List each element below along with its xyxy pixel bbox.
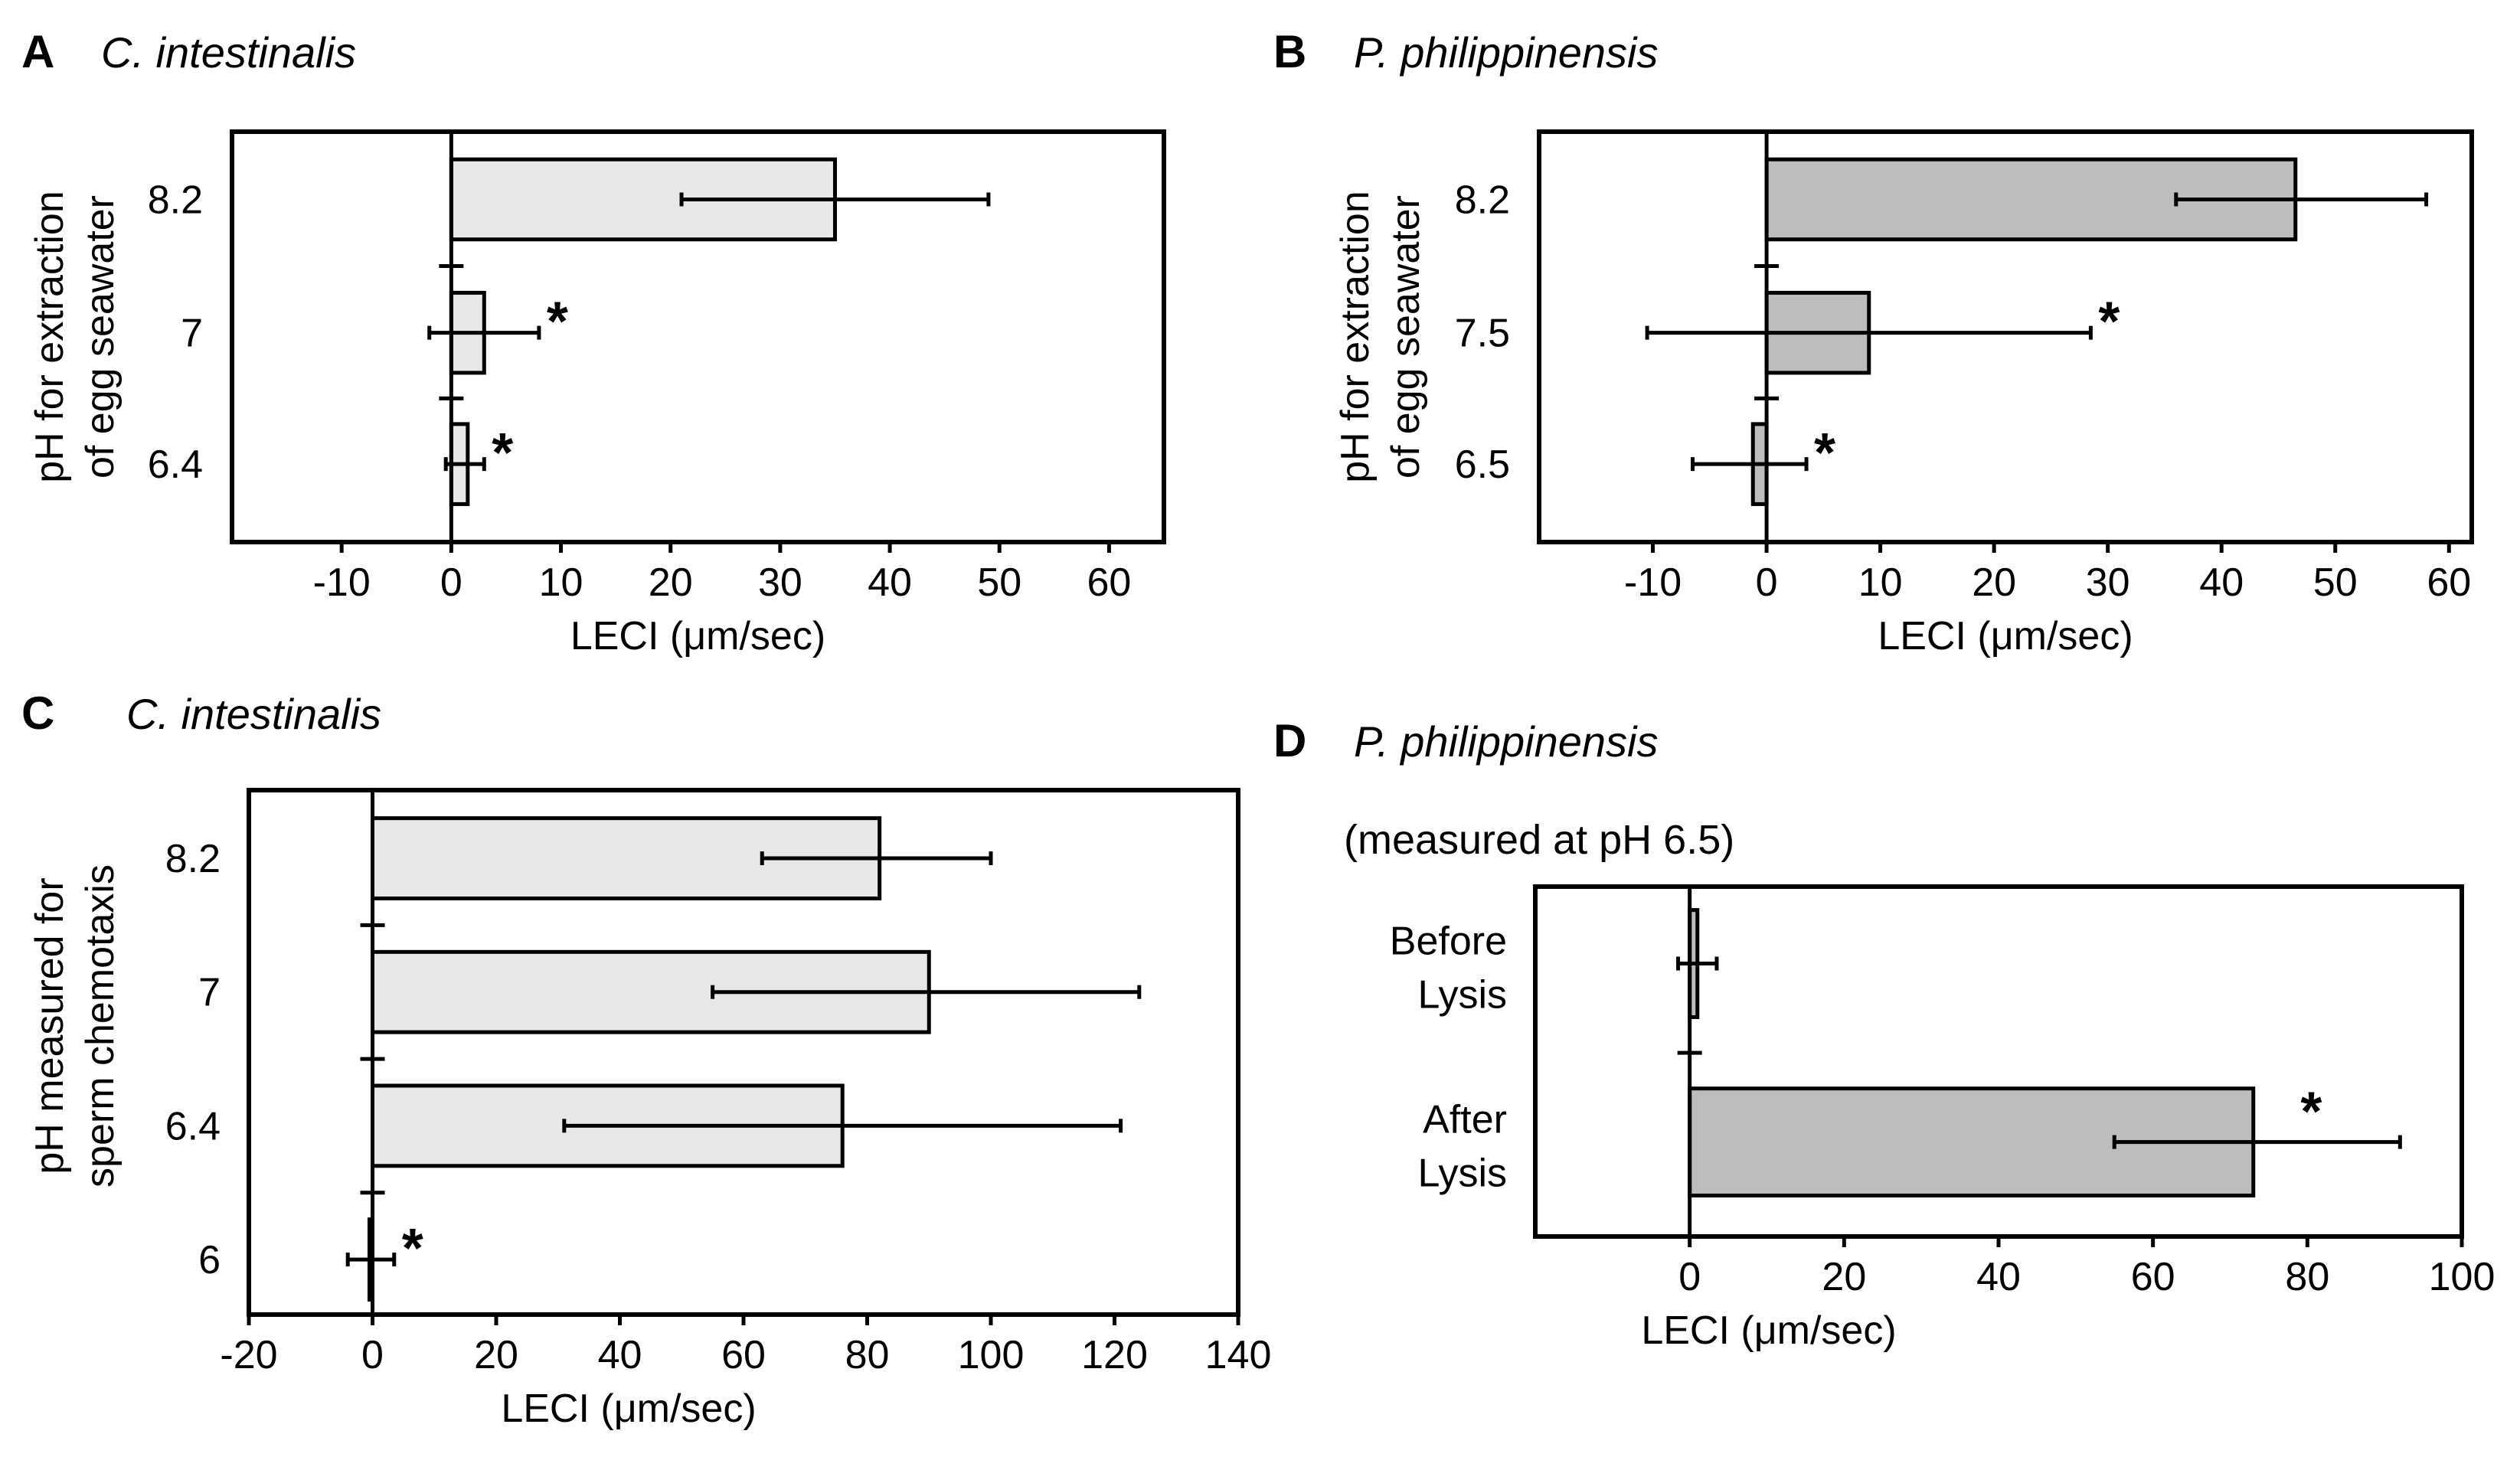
x-tick-label: 20 bbox=[1822, 1255, 1866, 1299]
x-tick-label: 80 bbox=[2285, 1255, 2329, 1299]
y-axis-label-line: pH for extraction bbox=[1333, 191, 1378, 483]
x-tick-label: 10 bbox=[539, 560, 583, 605]
panel-title: P. philippinensis bbox=[1354, 28, 1658, 77]
category-label: 8.2 bbox=[1455, 178, 1510, 222]
x-tick-label: 120 bbox=[1081, 1333, 1148, 1377]
x-tick-label: 40 bbox=[868, 560, 912, 605]
x-axis-label: LECI (μm/sec) bbox=[501, 1387, 756, 1431]
x-tick-label: 100 bbox=[2429, 1255, 2495, 1299]
category-label: 6.4 bbox=[165, 1104, 221, 1148]
x-tick-label: 40 bbox=[2199, 560, 2244, 605]
x-tick-label: 20 bbox=[474, 1333, 518, 1377]
x-tick-label: 10 bbox=[1858, 560, 1903, 605]
y-axis-label-line: sperm chemotaxis bbox=[78, 864, 123, 1187]
y-axis-label: pH for extraction of egg seawater bbox=[28, 191, 123, 483]
panel-letter: C bbox=[21, 688, 54, 739]
y-axis-label-line: pH for extraction bbox=[28, 191, 72, 483]
significance-star: * bbox=[547, 292, 568, 353]
x-axis-label: LECI (μm/sec) bbox=[1641, 1308, 1896, 1353]
x-tick-label: 50 bbox=[977, 560, 1021, 605]
significance-star: * bbox=[492, 423, 513, 484]
panel-title: C. intestinalis bbox=[101, 28, 356, 77]
category-label: 6.4 bbox=[148, 443, 203, 487]
category-label-line: Before bbox=[1390, 920, 1507, 964]
y-axis-label: pH measured for sperm chemotaxis bbox=[28, 864, 123, 1187]
significance-star: * bbox=[402, 1218, 423, 1279]
x-tick-label: 30 bbox=[758, 560, 802, 605]
x-tick-label: 0 bbox=[440, 560, 462, 605]
x-tick-label: 0 bbox=[361, 1333, 384, 1377]
category-label-line: Lysis bbox=[1417, 1152, 1507, 1196]
x-tick-label: 60 bbox=[721, 1333, 766, 1377]
significance-star: * bbox=[2300, 1082, 2322, 1143]
y-axis-label: pH for extraction of egg seawater bbox=[1333, 191, 1428, 483]
x-tick-label: 60 bbox=[1087, 560, 1131, 605]
x-tick-label: 20 bbox=[1972, 560, 2016, 605]
y-axis-label-line: of egg seawater bbox=[78, 195, 123, 479]
x-axis-label: LECI (μm/sec) bbox=[570, 614, 825, 658]
category-label-line: After bbox=[1423, 1098, 1507, 1142]
category-label: 8.2 bbox=[165, 837, 221, 881]
category-label: Before Lysis bbox=[1390, 920, 1507, 1018]
category-label: 6 bbox=[198, 1238, 221, 1282]
y-axis-label-line: of egg seawater bbox=[1384, 195, 1428, 479]
panel-letter: D bbox=[1273, 715, 1306, 766]
x-tick-label: 40 bbox=[1976, 1255, 2021, 1299]
x-tick-label: 30 bbox=[2086, 560, 2130, 605]
chart-panel-c: C C. intestinalis 8.2 7 6.4 * 6 -20 0 20 40 60 80 100… bbox=[21, 688, 1271, 1431]
x-tick-label: 80 bbox=[845, 1333, 890, 1377]
significance-star: * bbox=[2098, 292, 2120, 353]
x-tick-label: 40 bbox=[598, 1333, 642, 1377]
panel-title: C. intestinalis bbox=[126, 690, 381, 738]
category-label-line: Lysis bbox=[1417, 973, 1507, 1018]
panel-title: P. philippinensis bbox=[1354, 717, 1658, 766]
chart-panel-d: D P. philippinensis (measured at pH 6.5) Be… bbox=[1273, 715, 2495, 1353]
category-label: 7 bbox=[198, 971, 221, 1015]
x-tick-label: 0 bbox=[1678, 1255, 1701, 1299]
x-tick-label: -10 bbox=[313, 560, 371, 605]
category-label: 8.2 bbox=[148, 178, 203, 222]
x-tick-label: 60 bbox=[2427, 560, 2471, 605]
category-label: 7.5 bbox=[1455, 312, 1510, 356]
category-label: After Lysis bbox=[1417, 1098, 1507, 1196]
category-label: 6.5 bbox=[1455, 443, 1510, 487]
x-tick-label: 60 bbox=[2131, 1255, 2175, 1299]
plot-frame bbox=[1537, 129, 2474, 544]
chart-panel-a: A C. intestinalis 8.2 * 7 * 6.4 -10 0 10 20 30 40 50 6… bbox=[21, 26, 1166, 658]
y-axis-label-line: pH measured for bbox=[28, 877, 72, 1174]
x-axis-label: LECI (μm/sec) bbox=[1878, 614, 2133, 658]
plot-frame bbox=[230, 129, 1166, 544]
x-tick-label: -20 bbox=[220, 1333, 277, 1377]
panel-letter: A bbox=[21, 26, 54, 77]
x-tick-label: 140 bbox=[1205, 1333, 1272, 1377]
x-tick-label: 50 bbox=[2313, 560, 2358, 605]
chart-panel-b: B P. philippinensis 8.2 * 7.5 * 6.5 -10 0 10 20 30 4… bbox=[1273, 26, 2474, 658]
significance-star: * bbox=[1814, 423, 1835, 484]
x-tick-label: -10 bbox=[1624, 560, 1682, 605]
panel-letter: B bbox=[1273, 26, 1306, 77]
x-tick-label: 20 bbox=[649, 560, 693, 605]
category-label: 7 bbox=[181, 312, 203, 356]
panel-subtitle: (measured at pH 6.5) bbox=[1344, 817, 1734, 863]
x-tick-label: 100 bbox=[958, 1333, 1025, 1377]
x-tick-label: 0 bbox=[1756, 560, 1778, 605]
